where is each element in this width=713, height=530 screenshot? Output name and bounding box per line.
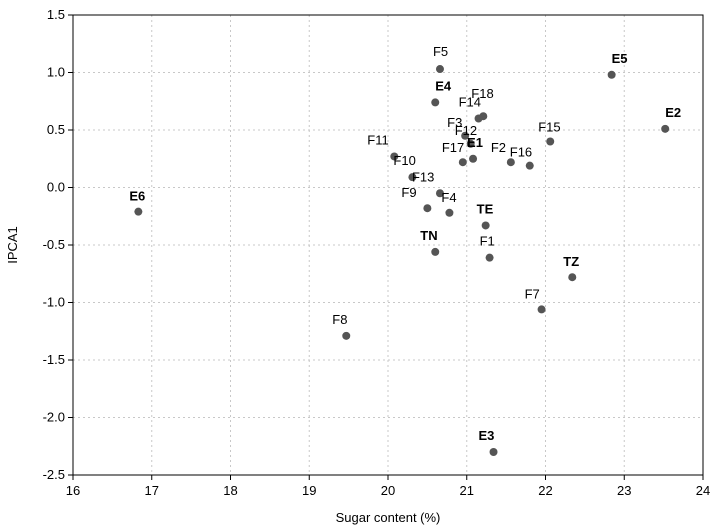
data-point-f12 bbox=[466, 139, 475, 148]
data-point-tn bbox=[431, 247, 440, 256]
data-point-f8 bbox=[342, 331, 351, 340]
data-point-f7 bbox=[537, 305, 546, 314]
data-point-f16 bbox=[525, 161, 534, 170]
point-label-tz: TZ bbox=[563, 254, 579, 269]
y-tick-label: 1.5 bbox=[47, 7, 65, 22]
data-point-e3 bbox=[489, 448, 498, 456]
x-tick-label: 16 bbox=[66, 483, 80, 498]
y-tick-label: 0.5 bbox=[47, 122, 65, 137]
point-label-f17: F17 bbox=[442, 140, 464, 155]
data-point-tz bbox=[568, 273, 577, 282]
plot-frame bbox=[72, 14, 704, 476]
point-label-f10: F10 bbox=[393, 153, 415, 168]
data-point-f14 bbox=[474, 114, 483, 123]
point-label-f3: F3 bbox=[447, 115, 462, 130]
y-tick-label: -1.0 bbox=[43, 295, 65, 310]
x-axis-label: Sugar content (%) bbox=[336, 510, 441, 525]
point-label-f11: F11 bbox=[367, 132, 388, 147]
data-point-f15 bbox=[546, 137, 555, 146]
data-point-e5 bbox=[607, 70, 616, 79]
point-label-f1: F1 bbox=[480, 234, 495, 249]
data-point-f1 bbox=[485, 253, 494, 262]
point-label-f16: F16 bbox=[510, 145, 532, 160]
x-tick-label: 20 bbox=[381, 483, 395, 498]
point-label-f9: F9 bbox=[401, 185, 416, 200]
data-point-f5 bbox=[435, 65, 444, 74]
data-point-f4 bbox=[445, 208, 454, 217]
point-label-f4: F4 bbox=[441, 190, 456, 205]
y-tick-label: -2.0 bbox=[43, 410, 65, 425]
data-point-te bbox=[481, 221, 490, 230]
grid-lines bbox=[73, 15, 703, 475]
y-tick-label: 0.0 bbox=[47, 180, 65, 195]
data-point-f2 bbox=[506, 158, 515, 167]
point-label-f7: F7 bbox=[525, 286, 540, 301]
point-label-te: TE bbox=[477, 201, 494, 216]
data-point-e2 bbox=[661, 124, 670, 133]
point-label-f8: F8 bbox=[332, 312, 347, 327]
y-tick-label: -1.5 bbox=[43, 352, 65, 367]
point-label-f14: F14 bbox=[459, 95, 481, 110]
data-point-f3 bbox=[461, 131, 470, 140]
point-label-e3: E3 bbox=[479, 428, 495, 443]
y-tick-label: -2.5 bbox=[43, 467, 65, 482]
point-label-f15: F15 bbox=[538, 120, 560, 135]
data-point-f9 bbox=[423, 204, 432, 213]
axis-ticks: 16 17 18 19 20 21 22 23 24 1.5 1.0 0.5 0.0 -0.5 -1.0 -1… bbox=[43, 7, 711, 498]
x-tick-label: 23 bbox=[617, 483, 631, 498]
y-axis-label: IPCA1 bbox=[5, 226, 20, 264]
point-label-tn: TN bbox=[420, 228, 437, 243]
point-label-f5: F5 bbox=[433, 44, 448, 59]
point-label-e5: E5 bbox=[612, 51, 628, 66]
x-tick-label: 17 bbox=[145, 483, 159, 498]
point-label-f2: F2 bbox=[491, 140, 506, 155]
point-label-e4: E4 bbox=[435, 78, 452, 93]
data-point-e1 bbox=[469, 154, 478, 163]
point-label-f12: F12 bbox=[455, 123, 477, 138]
data-point-e6 bbox=[134, 207, 143, 216]
data-point-e4 bbox=[431, 98, 440, 107]
x-tick-label: 21 bbox=[460, 483, 474, 498]
data-point-f11 bbox=[390, 152, 399, 161]
point-label-e2: E2 bbox=[665, 105, 681, 120]
point-label-f18: F18 bbox=[471, 86, 493, 101]
data-point-f17 bbox=[458, 158, 467, 167]
point-label-e1: E1 bbox=[467, 135, 483, 150]
point-label-e6: E6 bbox=[129, 189, 145, 204]
data-point-f13 bbox=[435, 189, 444, 198]
x-tick-label: 19 bbox=[302, 483, 316, 498]
y-tick-label: -0.5 bbox=[43, 237, 65, 252]
x-tick-label: 18 bbox=[223, 483, 237, 498]
point-label-f13: F13 bbox=[412, 169, 434, 184]
y-tick-label: 1.0 bbox=[47, 65, 65, 80]
data-points bbox=[134, 65, 670, 456]
x-tick-label: 22 bbox=[538, 483, 552, 498]
x-tick-label: 24 bbox=[696, 483, 710, 498]
data-point-f10 bbox=[408, 173, 417, 182]
